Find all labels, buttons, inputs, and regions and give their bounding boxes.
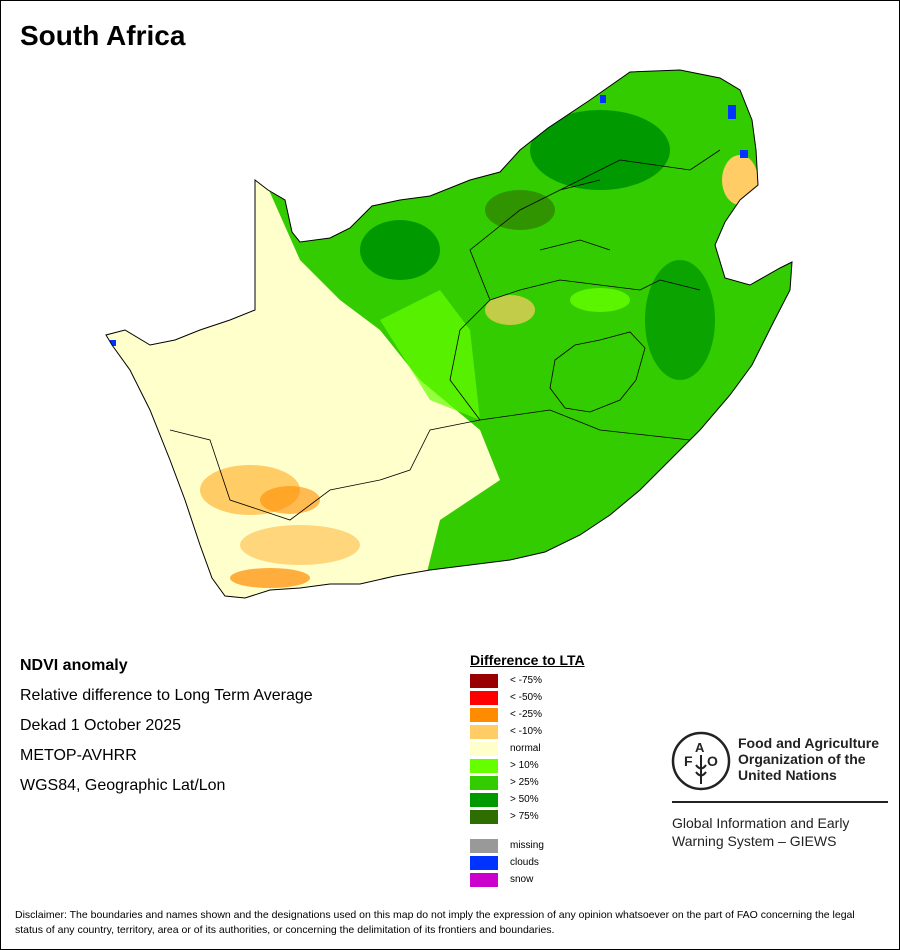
legend-title: Difference to LTA xyxy=(470,652,585,668)
legend-item: normal xyxy=(470,740,585,757)
projection: WGS84, Geographic Lat/Lon xyxy=(20,777,226,794)
disclaimer: Disclaimer: The boundaries and names sho… xyxy=(15,909,855,936)
legend-swatch xyxy=(470,758,498,773)
fao-logo: F A O Food and Agriculture Organization … xyxy=(670,730,888,849)
legend: Difference to LTA < -75% < -50% < -25% < -1… xyxy=(470,652,585,888)
logo-divider xyxy=(672,801,888,803)
country-raster xyxy=(106,70,792,598)
legend-swatch xyxy=(470,855,498,870)
period: Dekad 1 October 2025 xyxy=(20,717,181,734)
legend-label: < -50% xyxy=(510,692,542,703)
legend-item: < -75% xyxy=(470,672,585,689)
legend-label: > 25% xyxy=(510,777,539,788)
giews-name: Global Information and Early Warning Sys… xyxy=(672,814,849,850)
legend-swatch xyxy=(470,792,498,807)
legend-label: < -75% xyxy=(510,675,542,686)
giews-line: Global Information and Early xyxy=(672,815,850,831)
legend-swatch xyxy=(470,690,498,705)
legend-item: clouds xyxy=(470,854,585,871)
legend-swatch xyxy=(470,809,498,824)
product-description: Relative difference to Long Term Average xyxy=(20,687,313,704)
legend-swatch xyxy=(470,775,498,790)
legend-label: > 50% xyxy=(510,794,539,805)
legend-item: > 50% xyxy=(470,791,585,808)
legend-label: missing xyxy=(510,840,544,851)
legend-swatch xyxy=(470,673,498,688)
province-boundaries xyxy=(105,69,793,599)
legend-label: snow xyxy=(510,874,534,885)
legend-swatch xyxy=(470,724,498,739)
fao-name: Food and Agriculture Organization of the… xyxy=(738,735,879,783)
legend-swatch xyxy=(470,838,498,853)
dry-anomaly-east xyxy=(722,155,758,205)
legend-label: clouds xyxy=(510,857,539,868)
fao-name-line: Food and Agriculture xyxy=(738,735,880,751)
svg-text:O: O xyxy=(707,753,718,769)
map-info: NDVI anomaly Relative difference to Long… xyxy=(20,657,313,807)
legend-swatch xyxy=(470,872,498,887)
product-name: NDVI anomaly xyxy=(20,657,128,674)
giews-line: Warning System – GIEWS xyxy=(672,833,837,849)
legend-label: > 10% xyxy=(510,760,539,771)
svg-text:F: F xyxy=(684,753,693,769)
fao-name-line: United Nations xyxy=(738,767,837,783)
legend-item: > 10% xyxy=(470,757,585,774)
legend-swatch xyxy=(470,707,498,722)
legend-item: > 25% xyxy=(470,774,585,791)
legend-item: < -50% xyxy=(470,689,585,706)
legend-label: > 75% xyxy=(510,811,539,822)
map-title: South Africa xyxy=(20,20,186,51)
fao-name-line: Organization of the xyxy=(738,751,866,767)
legend-label: normal xyxy=(510,743,541,754)
legend-item: < -25% xyxy=(470,706,585,723)
legend-item: < -10% xyxy=(470,723,585,740)
fao-emblem-icon: F A O xyxy=(671,731,731,791)
legend-label: < -10% xyxy=(510,726,542,737)
svg-text:A: A xyxy=(695,740,705,755)
sensor: METOP-AVHRR xyxy=(20,747,137,764)
legend-item: snow xyxy=(470,871,585,888)
legend-item: > 75% xyxy=(470,808,585,825)
legend-item: missing xyxy=(470,837,585,854)
cloud-patch xyxy=(728,105,736,119)
ndvi-anomaly-map xyxy=(105,69,793,599)
legend-swatch xyxy=(470,741,498,756)
legend-label: < -25% xyxy=(510,709,542,720)
